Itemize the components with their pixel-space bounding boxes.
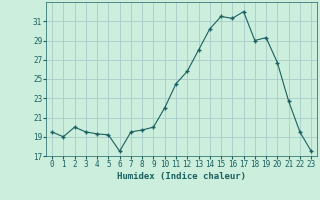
X-axis label: Humidex (Indice chaleur): Humidex (Indice chaleur) <box>117 172 246 181</box>
